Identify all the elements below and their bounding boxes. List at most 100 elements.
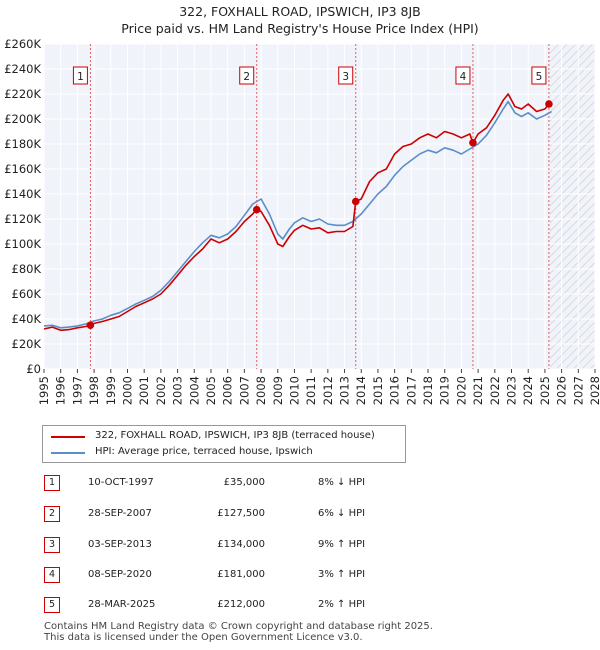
x-tick-label: 2022 xyxy=(488,376,502,405)
sale-marker-number: 4 xyxy=(460,71,467,83)
sale-marker-box xyxy=(72,66,88,85)
footer-copyright: Contains HM Land Registry data © Crown c… xyxy=(44,621,433,632)
transaction-date: 03-SEP-2013 xyxy=(88,539,152,550)
sale-marker-box xyxy=(338,66,354,85)
sale-marker-number: 5 xyxy=(536,71,543,83)
series-lines xyxy=(44,93,553,332)
x-tick-label: 2023 xyxy=(505,376,519,405)
x-tick-label: 2010 xyxy=(287,376,301,405)
x-tick-label: 2000 xyxy=(120,376,134,405)
legend-swatch-hpi xyxy=(51,452,85,454)
legend-label-hpi: HPI: Average price, terraced house, Ipsw… xyxy=(95,446,313,457)
transaction-row: 3 03-SEP-2013 £134,000 9% ↑ HPI xyxy=(0,537,600,553)
y-tick-label: £160K xyxy=(4,162,41,176)
transaction-row: 4 08-SEP-2020 £181,000 3% ↑ HPI xyxy=(0,567,600,583)
sale-marker-number: 3 xyxy=(342,71,349,83)
x-tick-label: 1998 xyxy=(87,376,101,405)
footer-licence: This data is licensed under the Open Gov… xyxy=(44,632,363,643)
x-tick-label: 2007 xyxy=(237,376,251,405)
hpi-line xyxy=(44,100,552,329)
legend: 322, FOXHALL ROAD, IPSWICH, IP3 8JB (ter… xyxy=(42,425,406,463)
transaction-number: 4 xyxy=(44,567,60,583)
x-tick-label: 2004 xyxy=(187,376,201,405)
chart-title: 322, FOXHALL ROAD, IPSWICH, IP3 8JB xyxy=(179,4,421,19)
transaction-price: £181,000 xyxy=(217,569,265,580)
x-tick-label: 2020 xyxy=(454,376,468,405)
sale-marker-box xyxy=(531,66,547,85)
sale-marker-box xyxy=(239,66,255,85)
chart-subtitle: Price paid vs. HM Land Registry's House … xyxy=(121,21,479,36)
x-tick-label: 2009 xyxy=(271,376,285,405)
y-tick-label: £0 xyxy=(26,362,41,376)
transaction-row: 5 28-MAR-2025 £212,000 2% ↑ HPI xyxy=(0,597,600,613)
transaction-hpi-diff: 9% ↑ HPI xyxy=(318,539,366,550)
y-tick-label: £100K xyxy=(4,237,41,251)
y-tick-label: £20K xyxy=(12,337,42,351)
x-tick-label: 1997 xyxy=(70,376,84,405)
transaction-number: 2 xyxy=(44,506,60,522)
legend-swatch-property xyxy=(51,436,85,438)
transaction-date: 10-OCT-1997 xyxy=(88,477,154,488)
y-tick-label: £80K xyxy=(12,262,42,276)
y-tick-label: £260K xyxy=(4,37,41,51)
transaction-date: 08-SEP-2020 xyxy=(88,569,152,580)
x-tick-label: 2011 xyxy=(304,376,318,405)
x-tick-label: 2018 xyxy=(421,376,435,405)
x-tick-label: 1995 xyxy=(37,376,51,405)
transaction-hpi-diff: 6% ↓ HPI xyxy=(318,508,366,519)
legend-label-property: 322, FOXHALL ROAD, IPSWICH, IP3 8JB (ter… xyxy=(95,430,375,441)
y-tick-label: £140K xyxy=(4,187,41,201)
property-price-line xyxy=(44,93,553,332)
y-axis: £0 £20K £40K £60K £80K £100K £120K £140K £160K £1… xyxy=(4,37,41,376)
transaction-price: £35,000 xyxy=(223,477,265,488)
x-tick-label: 2025 xyxy=(538,376,552,405)
transaction-number: 1 xyxy=(44,475,60,491)
sale-marker-number: 1 xyxy=(77,71,84,83)
sale-marker-box xyxy=(455,66,471,85)
x-tick-label: 2021 xyxy=(471,376,485,405)
gridlines xyxy=(43,43,596,370)
x-tick-label: 2017 xyxy=(404,376,418,405)
x-tick-label: 2006 xyxy=(221,376,235,405)
transaction-price: £127,500 xyxy=(217,508,265,519)
sale-point xyxy=(545,100,553,108)
transaction-date: 28-MAR-2025 xyxy=(88,599,156,610)
transaction-number: 5 xyxy=(44,597,60,613)
x-tick-label: 2027 xyxy=(571,376,585,405)
transaction-number: 3 xyxy=(44,537,60,553)
sale-points xyxy=(86,100,553,330)
y-tick-label: £240K xyxy=(4,62,41,76)
sale-marker-number: 2 xyxy=(243,71,250,83)
x-tick-label: 2026 xyxy=(555,376,569,405)
x-tick-label: 2012 xyxy=(321,376,335,405)
x-axis: 1995 1996 1997 1998 1999 2000 2001 2002 2003 2004… xyxy=(37,369,600,405)
x-tick-label: 2008 xyxy=(254,376,268,405)
transaction-price: £212,000 xyxy=(217,599,265,610)
transaction-hpi-diff: 2% ↑ HPI xyxy=(318,599,366,610)
sale-point xyxy=(351,197,360,206)
x-tick-label: 2001 xyxy=(137,376,151,405)
x-tick-label: 2013 xyxy=(338,376,352,405)
y-tick-label: £40K xyxy=(12,312,42,326)
x-tick-label: 2019 xyxy=(438,376,452,405)
y-tick-label: £120K xyxy=(4,212,41,226)
sale-marker-labels: 1 2 3 4 5 xyxy=(72,66,547,85)
x-tick-label: 2014 xyxy=(354,376,368,405)
sale-point xyxy=(86,321,95,330)
x-tick-label: 2003 xyxy=(171,376,185,405)
x-tick-label: 2024 xyxy=(521,376,535,405)
forecast-hatch xyxy=(549,44,595,369)
transaction-row: 2 28-SEP-2007 £127,500 6% ↓ HPI xyxy=(0,506,600,522)
x-tick-label: 1999 xyxy=(104,376,118,405)
x-tick-label: 2028 xyxy=(588,376,600,405)
x-tick-label: 2015 xyxy=(371,376,385,405)
y-tick-label: £200K xyxy=(4,112,41,126)
transaction-hpi-diff: 3% ↑ HPI xyxy=(318,569,366,580)
plot-area xyxy=(44,44,595,369)
y-tick-label: £180K xyxy=(4,137,41,151)
transaction-hpi-diff: 8% ↓ HPI xyxy=(318,477,366,488)
sale-point xyxy=(252,205,261,214)
sale-point xyxy=(469,138,477,147)
transaction-date: 28-SEP-2007 xyxy=(88,508,152,519)
